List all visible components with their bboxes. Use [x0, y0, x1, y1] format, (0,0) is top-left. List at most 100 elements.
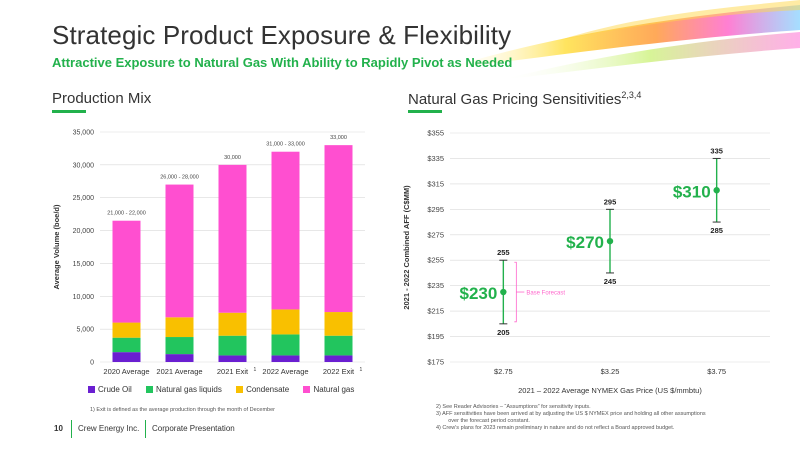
bar-total-label: 26,000 - 28,000: [160, 175, 199, 181]
bar-segment-ngl: [112, 337, 141, 353]
x-tick-superscript: 1: [254, 367, 257, 373]
legend-label-ngl: Natural gas liquids: [156, 385, 222, 394]
bar-segment-ngl: [324, 335, 353, 356]
legend-swatch-condensate: [236, 386, 244, 393]
pricing-footnotes: 2) See Reader Advisories – “Assumptions”…: [436, 404, 766, 432]
x-tick-label: 2022 Average: [262, 367, 308, 376]
pricing-footnote-4: 4) Crew's plans for 2023 remain prelimin…: [436, 425, 675, 431]
high-value-label: 295: [604, 197, 617, 206]
legend-swatch-crude-oil: [88, 386, 95, 393]
y-tick-label: 30,000: [73, 162, 95, 169]
pricing-footnote-3-cont: over the forecast period constant.: [436, 418, 530, 424]
bar-segment-condensate: [112, 322, 141, 338]
bar-segment-natural-gas: [324, 145, 353, 313]
pricing-sensitivities-title: Natural Gas Pricing Sensitivities2,3,4: [408, 90, 641, 108]
y-tick-label: $275: [427, 230, 444, 239]
y-tick-label: 0: [90, 360, 94, 367]
pricing-footnote-3: 3) AFF sensitivities have been arrived a…: [436, 411, 706, 417]
pricing-title-text: Natural Gas Pricing Sensitivities: [408, 91, 622, 108]
high-value-label: 255: [497, 248, 510, 257]
footer-document: Corporate Presentation: [152, 424, 235, 433]
point-value-label: $270: [566, 233, 604, 252]
data-point: [606, 237, 614, 245]
bar-segment-condensate: [165, 317, 194, 338]
y-tick-label: $195: [427, 332, 444, 341]
bar-segment-crude-oil: [165, 354, 194, 362]
x-tick-label: $3.25: [601, 367, 620, 376]
y-tick-label: $235: [427, 281, 444, 290]
legend-natural-gas: Natural gas: [303, 385, 354, 394]
production-mix-chart: 0 5,000 10,000 15,000 20,000 25,000 30,000 35,0…: [52, 130, 365, 376]
x-axis-label: 2021 – 2022 Average NYMEX Gas Price (US …: [518, 386, 702, 395]
y-tick-label: $315: [427, 179, 444, 188]
x-tick-label: 2020 Average: [103, 367, 149, 376]
bar-segment-crude-oil: [112, 352, 141, 362]
base-forecast-label: Base Forecast: [526, 291, 565, 297]
bar-segment-crude-oil: [218, 355, 247, 362]
footer-separator-1: [71, 420, 72, 438]
footer-separator-2: [145, 420, 146, 438]
bar-segment-ngl: [271, 334, 300, 356]
bar-total-label: 33,000: [330, 135, 347, 141]
y-axis-label: Average Volume (boe/d): [52, 204, 61, 290]
x-tick-label: $3.75: [707, 367, 726, 376]
data-point: [500, 288, 507, 296]
pricing-title-sup: 2,3,4: [621, 90, 642, 100]
low-value-label: 285: [710, 226, 723, 235]
bar-total-label: 31,000 - 33,000: [266, 142, 305, 148]
y-tick-label: $295: [427, 205, 444, 214]
x-tick-superscript: 1: [360, 367, 363, 373]
bar-segment-condensate: [271, 309, 300, 335]
x-tick-label: 2021 Exit: [217, 367, 249, 376]
x-tick-label: 2021 Average: [156, 367, 202, 376]
legend-label-crude-oil: Crude Oil: [98, 385, 132, 394]
page-subtitle: Attractive Exposure to Natural Gas With …: [52, 55, 513, 70]
bar-segment-ngl: [165, 337, 194, 355]
legend-label-natural-gas: Natural gas: [313, 385, 355, 394]
y-tick-label: 20,000: [73, 228, 95, 235]
low-value-label: 245: [604, 277, 617, 286]
production-legend: Crude Oil Natural gas liquids Condensate…: [88, 385, 366, 394]
point-value-label: $310: [673, 182, 711, 201]
production-mix-title: Production Mix: [52, 90, 152, 107]
high-value-label: 335: [710, 146, 723, 155]
pricing-sensitivities-underline: [408, 110, 442, 113]
bar-total-label: 30,000: [224, 155, 241, 161]
y-axis-label: 2021 - 2022 Combined AFF (C$MM): [402, 185, 411, 310]
y-tick-label: $255: [427, 256, 444, 265]
legend-ngl: Natural gas liquids: [146, 385, 222, 394]
production-mix-underline: [52, 110, 86, 113]
y-tick-label: $215: [427, 307, 444, 316]
data-point: [713, 187, 720, 194]
legend-label-condensate: Condensate: [246, 385, 290, 394]
pricing-sensitivities-chart: $175 $195 $215 $235 $255 $275 $295 $315 $335 $355…: [402, 129, 770, 395]
y-tick-label: $355: [427, 129, 444, 138]
bar-segment-natural-gas: [112, 220, 141, 323]
base-forecast-bracket: [514, 261, 517, 323]
bar-segment-condensate: [218, 312, 247, 336]
y-tick-label: 10,000: [73, 294, 95, 301]
bar-segment-natural-gas: [218, 164, 247, 313]
production-footnote: 1) Exit is defined as the average produc…: [90, 407, 275, 413]
bar-segment-condensate: [324, 312, 353, 336]
y-tick-label: 5,000: [76, 327, 94, 334]
footer: 10 Crew Energy Inc. Corporate Presentati…: [0, 420, 300, 438]
bar-segment-crude-oil: [324, 355, 353, 362]
y-tick-label: 15,000: [73, 261, 95, 268]
footer-company: Crew Energy Inc.: [78, 424, 140, 433]
low-value-label: 205: [497, 328, 510, 337]
header-swoosh-decoration: [440, 0, 800, 80]
y-tick-label: $335: [427, 154, 444, 163]
bar-segment-crude-oil: [271, 355, 300, 362]
legend-swatch-ngl: [146, 386, 154, 393]
x-tick-label: 2022 Exit: [323, 367, 355, 376]
y-tick-label: 25,000: [73, 195, 95, 202]
bar-segment-natural-gas: [165, 184, 194, 318]
page-number: 10: [54, 424, 63, 433]
point-value-label: $230: [460, 284, 498, 303]
y-tick-label: 35,000: [73, 130, 95, 137]
bar-segment-ngl: [218, 335, 247, 356]
y-tick-label: $175: [427, 358, 444, 367]
page-title: Strategic Product Exposure & Flexibility: [52, 20, 512, 50]
x-tick-label: $2.75: [494, 367, 513, 376]
